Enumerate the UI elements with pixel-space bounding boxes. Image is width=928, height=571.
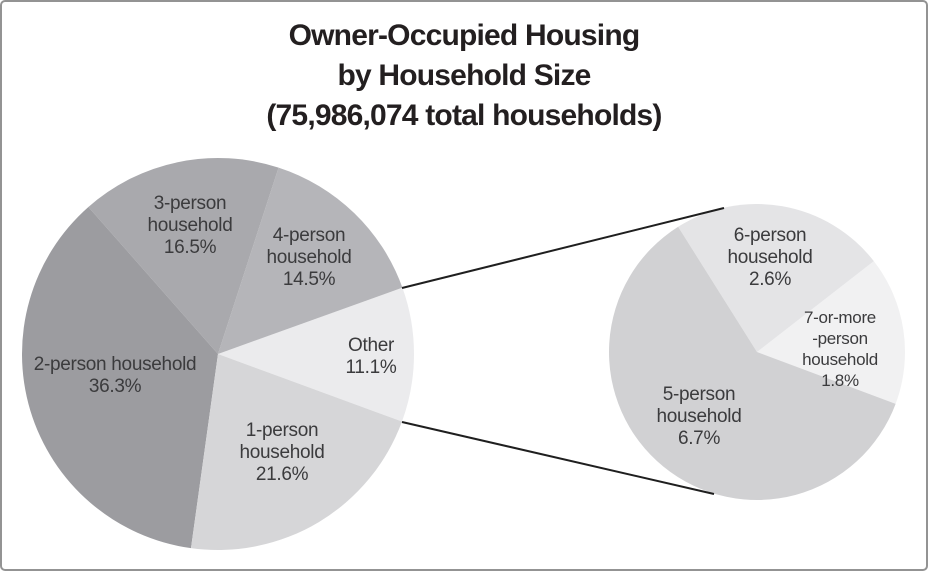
pie-slice-2-person-household — [21, 206, 219, 549]
connector-line-top — [401, 207, 725, 289]
pie-slice-1-person-household — [190, 354, 402, 550]
pie-slice-5-person-household — [609, 226, 896, 501]
pie-slice-4-person-household — [218, 167, 403, 354]
chart-title: Owner-Occupied Housing by Household Size… — [266, 19, 662, 132]
connector-line-bottom — [401, 421, 715, 495]
main-pie-group — [21, 157, 414, 550]
pie-slice-7-or-more-person-household — [757, 261, 906, 404]
pie-slice-3-person-household — [88, 157, 279, 354]
pie-slice-6-person-household — [678, 204, 874, 352]
detail-pie-group — [609, 204, 906, 501]
pie-slice-other — [218, 287, 414, 422]
